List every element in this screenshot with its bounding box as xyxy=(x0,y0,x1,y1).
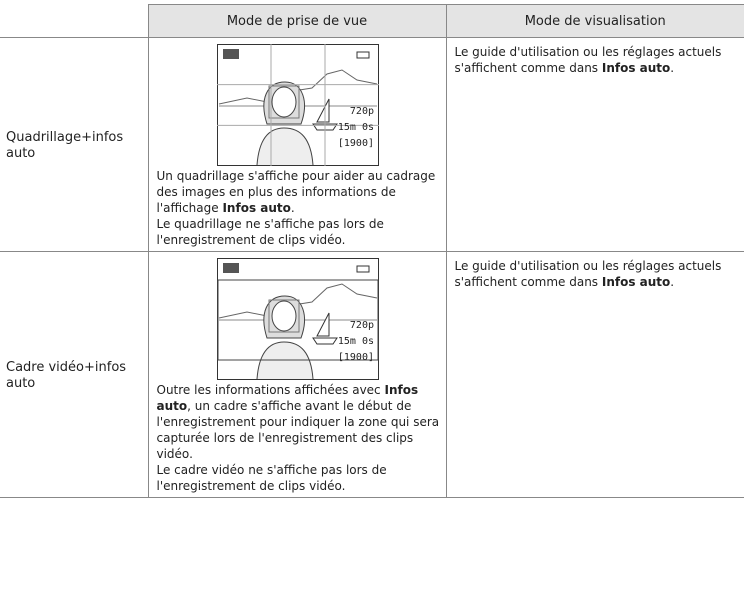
video-frame xyxy=(217,279,379,361)
text-run: Un quadrillage s'affiche pour aider au c… xyxy=(156,169,436,215)
header-cell: Mode de visualisation xyxy=(445,4,744,38)
text-run: . xyxy=(670,275,675,289)
text-run: Infos auto xyxy=(222,201,291,215)
text-run: Le cadre vidéo ne s'affiche pas lors de … xyxy=(156,463,387,493)
row-label: Quadrillage+infos auto xyxy=(0,37,148,252)
text-run: Infos auto xyxy=(156,383,419,413)
screen-info: [1900] xyxy=(338,138,374,149)
mountains xyxy=(218,283,378,319)
mode-table: Mode de prise de vue Mode de visualisati… xyxy=(0,4,744,498)
boat xyxy=(312,312,338,345)
shooting-cell: 720p 15m 0s [1900] Outre les informations a… xyxy=(147,251,446,498)
mode-icon xyxy=(223,263,239,273)
battery-icon xyxy=(356,51,370,59)
text-run: Le quadrillage ne s'affiche pas lors de … xyxy=(156,217,384,247)
paragraph: Le quadrillage ne s'affiche pas lors de … xyxy=(157,216,440,248)
screen-info: [1900] xyxy=(338,352,374,363)
face-box xyxy=(268,299,300,333)
face xyxy=(271,86,297,118)
screen-info: 15m 0s xyxy=(338,122,374,133)
camera-screen: 720p 15m 0s [1900] xyxy=(217,258,379,380)
camera-screen: 720p 15m 0s [1900] xyxy=(217,44,379,166)
table-row: Quadrillage+infos auto 720p 15m 0s [1900] Un… xyxy=(0,37,744,252)
face xyxy=(271,300,297,332)
text-run: Infos auto xyxy=(601,61,671,75)
text-run: Le guide d'utilisation ou les réglages a… xyxy=(454,259,722,289)
table-row: Cadre vidéo+infos auto 720p 15m 0s [1900] Ou… xyxy=(0,251,744,498)
screen-info: 15m 0s xyxy=(338,336,374,347)
mountains xyxy=(218,69,378,105)
screen-info: 720p xyxy=(350,320,374,331)
text-run: . xyxy=(670,61,675,75)
paragraph: Le guide d'utilisation ou les réglages a… xyxy=(455,258,739,290)
text-run: Infos auto xyxy=(601,275,671,289)
text-run: , un cadre s'affiche avant le début de l… xyxy=(156,399,440,461)
screen-info: 720p xyxy=(350,106,374,117)
header-row: Mode de prise de vue Mode de visualisati… xyxy=(0,4,744,38)
shooting-cell: 720p 15m 0s [1900] Un quadrillage s'affiche… xyxy=(147,37,446,252)
table-body: Quadrillage+infos auto 720p 15m 0s [1900] Un… xyxy=(0,37,744,498)
blank-header xyxy=(0,4,148,38)
mode-icon xyxy=(223,49,239,59)
row-label: Cadre vidéo+infos auto xyxy=(0,251,148,498)
playback-cell: Le guide d'utilisation ou les réglages a… xyxy=(445,251,744,498)
paragraph: Le cadre vidéo ne s'affiche pas lors de … xyxy=(157,462,440,494)
header-cell: Mode de prise de vue xyxy=(147,4,446,38)
face-box xyxy=(268,85,300,119)
text-run: Outre les informations affichées avec xyxy=(156,383,385,397)
paragraph: Un quadrillage s'affiche pour aider au c… xyxy=(157,168,440,216)
playback-cell: Le guide d'utilisation ou les réglages a… xyxy=(445,37,744,252)
paragraph: Outre les informations affichées avec In… xyxy=(157,382,440,462)
text-run: . xyxy=(290,201,295,215)
paragraph: Le guide d'utilisation ou les réglages a… xyxy=(455,44,739,76)
battery-icon xyxy=(356,265,370,273)
text-run: Le guide d'utilisation ou les réglages a… xyxy=(454,45,722,75)
